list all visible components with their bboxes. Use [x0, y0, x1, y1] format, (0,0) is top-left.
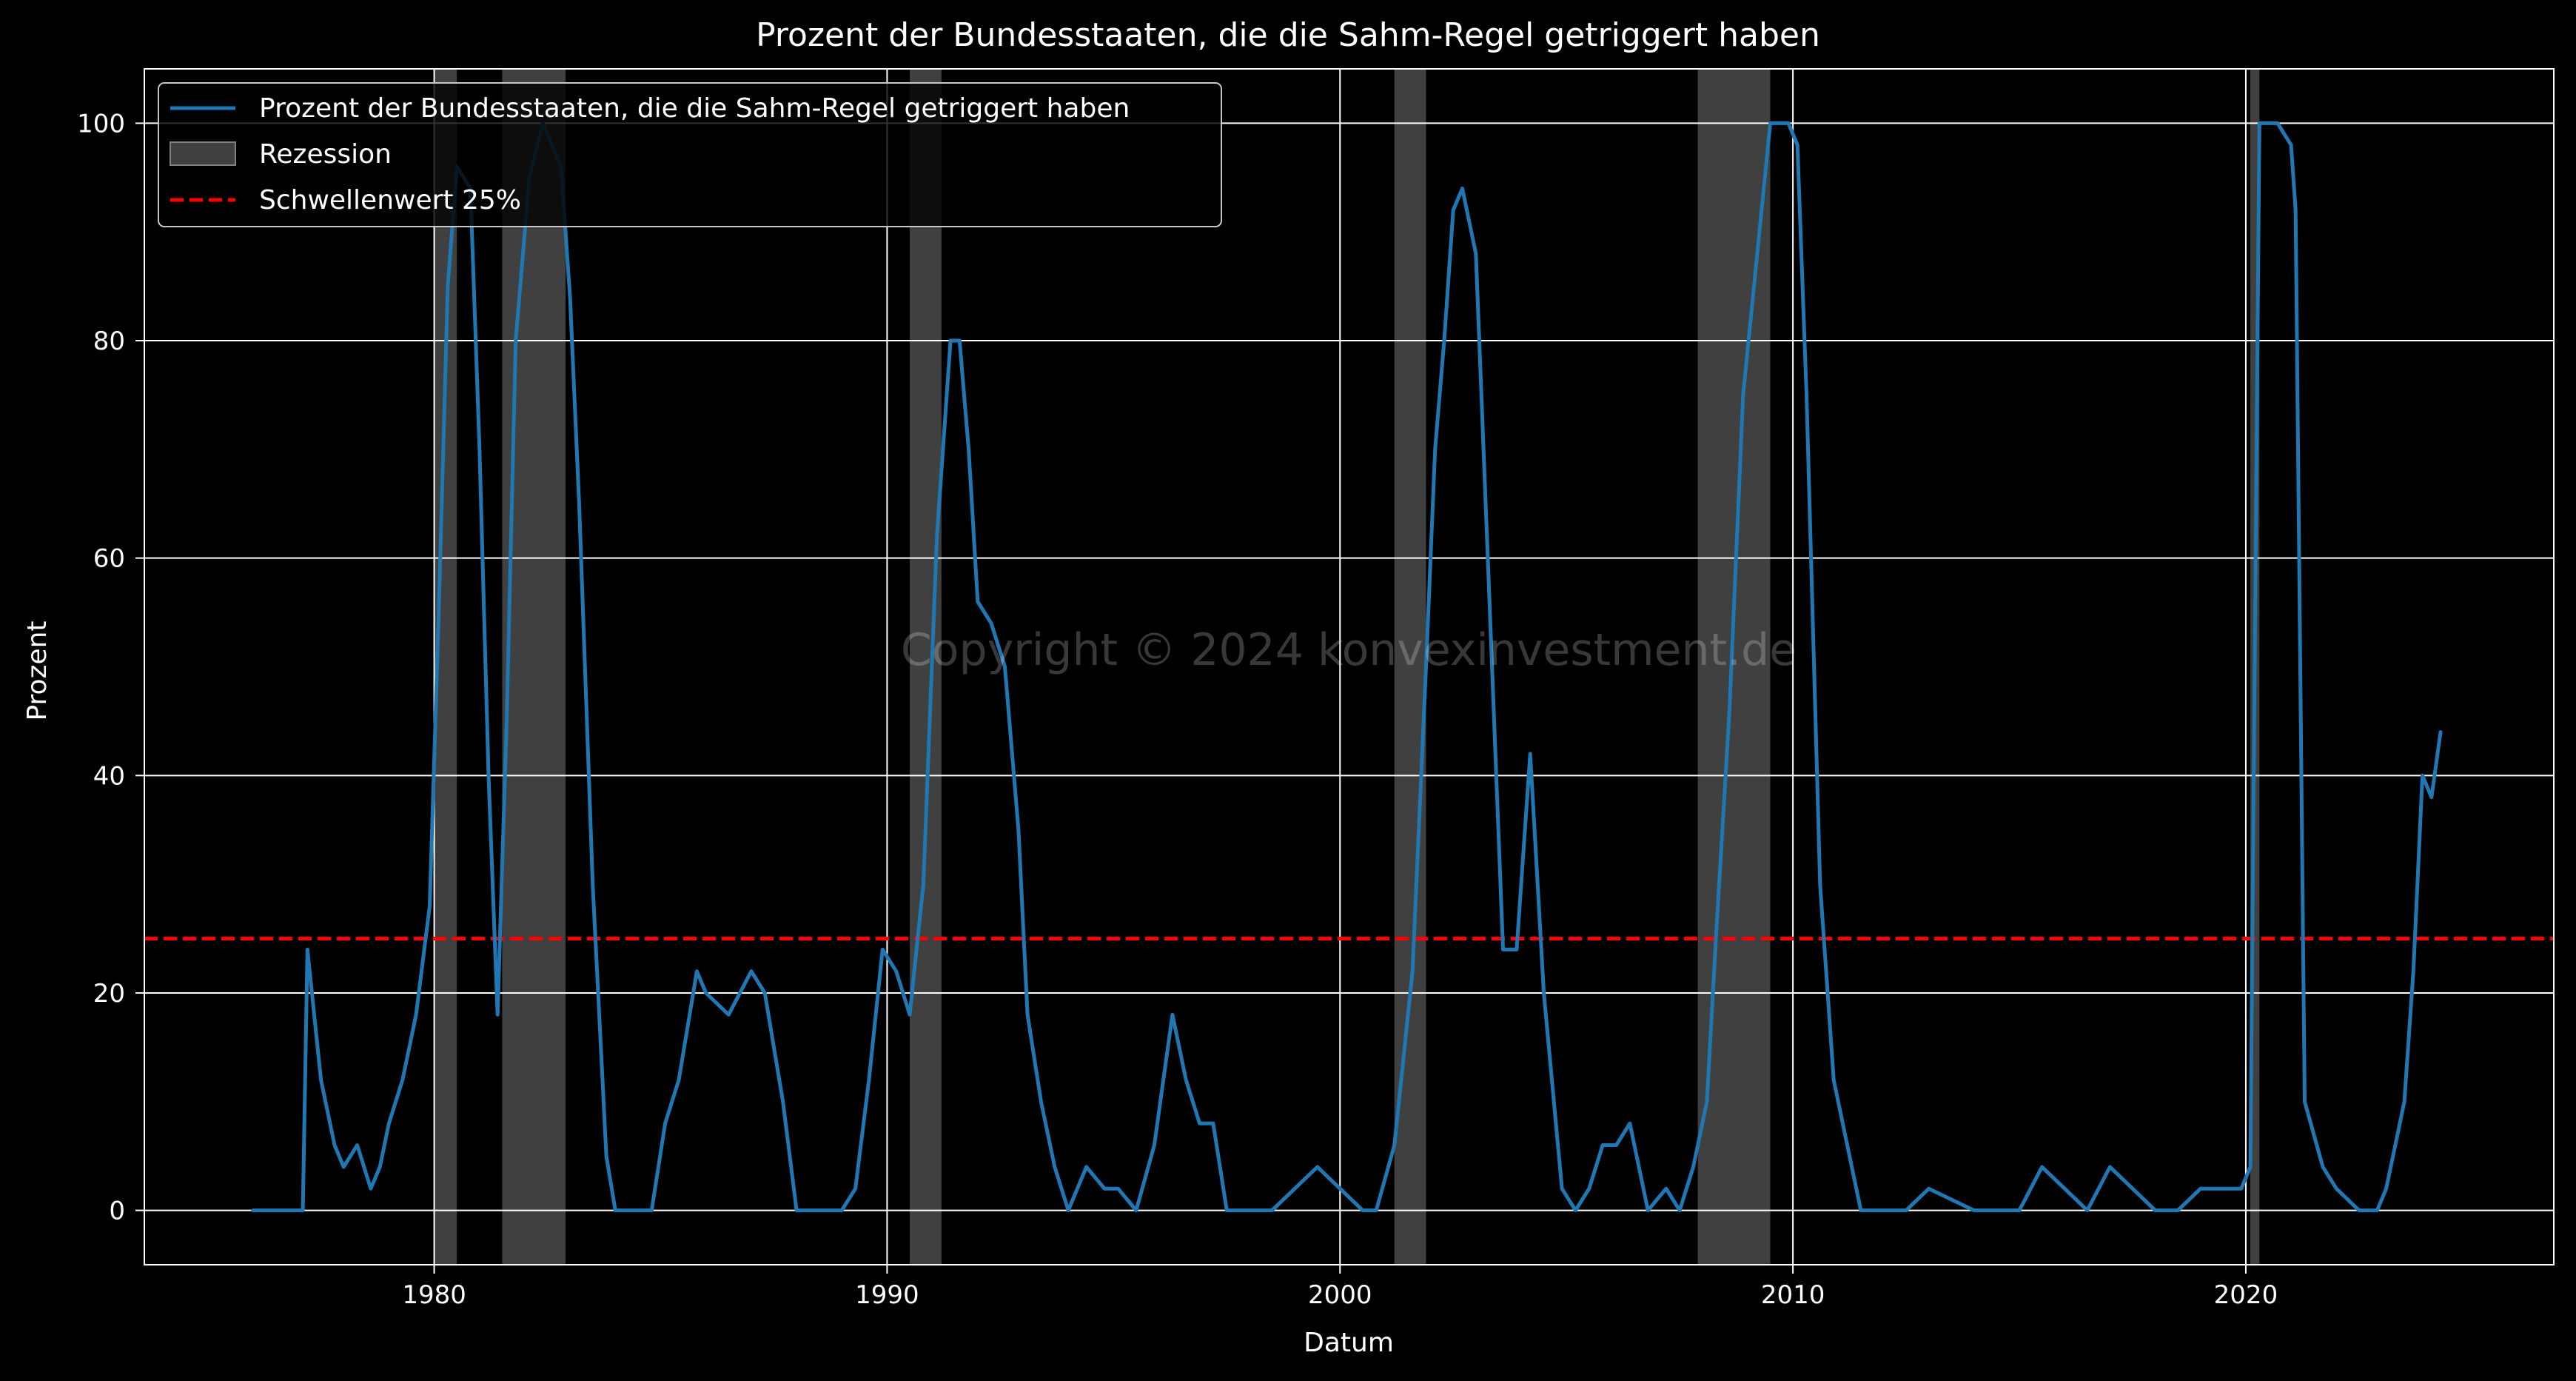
grid-layer: [144, 69, 2554, 1265]
plot-area: Copyright © 2024 konvexinvestment.de: [144, 68, 2555, 1265]
plot-frame: [144, 68, 2555, 1265]
legend-swatch-recession: [170, 141, 236, 166]
x-axis: 1980 1990 2000 2010 2020: [402, 1265, 2278, 1310]
chart-title: Prozent der Bundesstaaten, die die Sahm-…: [756, 16, 1820, 54]
y-tick-label: 40: [93, 761, 125, 791]
y-tick-label: 20: [93, 979, 125, 1009]
x-tick-label: 1990: [855, 1280, 919, 1310]
recession-band-3: [1394, 69, 1426, 1265]
legend-label-recession: Rezession: [259, 139, 392, 170]
watermark: Copyright © 2024 konvexinvestment.de: [901, 624, 1797, 676]
x-axis-label: Datum: [1304, 1328, 1394, 1358]
legend: Prozent der Bundesstaaten, die die Sahm-…: [158, 82, 1222, 227]
recession-band-2: [910, 69, 942, 1265]
x-tick-label: 2020: [2214, 1280, 2278, 1310]
y-axis-label: Prozent: [22, 621, 53, 720]
legend-label-threshold: Schwellenwert 25%: [259, 185, 521, 215]
recession-layer: [434, 69, 2260, 1265]
y-tick-label: 60: [93, 544, 125, 574]
y-axis: 0 20 40 60 80 100: [77, 109, 144, 1226]
x-tick-label: 1980: [402, 1280, 466, 1310]
y-tick-label: 80: [93, 327, 125, 356]
y-tick-label: 0: [109, 1197, 125, 1226]
legend-box: [158, 82, 1222, 227]
legend-label-series: Prozent der Bundesstaaten, die die Sahm-…: [259, 93, 1130, 124]
x-tick-label: 2000: [1308, 1280, 1372, 1310]
recession-band-1: [502, 69, 566, 1265]
x-tick-label: 2010: [1761, 1280, 1825, 1310]
y-tick-label: 100: [77, 109, 125, 138]
